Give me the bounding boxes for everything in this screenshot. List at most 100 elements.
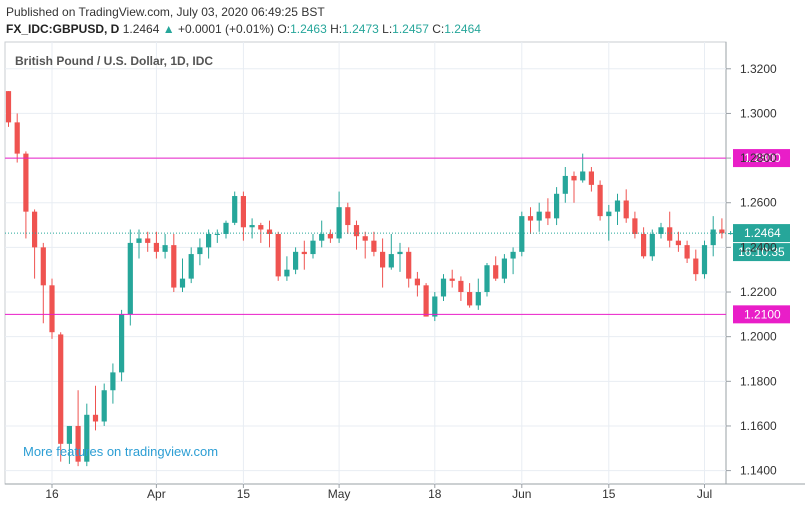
high-value: 1.2473 bbox=[342, 22, 379, 36]
time-tick-label: 18 bbox=[428, 487, 442, 501]
candle-body bbox=[23, 153, 29, 212]
candle bbox=[458, 276, 464, 301]
candle-body bbox=[223, 222, 229, 234]
candle bbox=[641, 227, 647, 259]
candle bbox=[484, 263, 490, 297]
candle-body bbox=[179, 278, 186, 288]
candle-body bbox=[710, 229, 716, 246]
candle bbox=[214, 229, 220, 243]
candle-body bbox=[614, 200, 621, 212]
candle-body bbox=[84, 414, 90, 462]
candle-body bbox=[562, 175, 568, 194]
candle bbox=[597, 180, 603, 221]
change-value: +0.0001 (+0.01%) bbox=[177, 22, 275, 36]
candle-body bbox=[440, 278, 447, 297]
candle-body bbox=[632, 218, 638, 234]
candle bbox=[423, 283, 429, 317]
candle bbox=[110, 363, 116, 404]
candle bbox=[179, 258, 186, 293]
candle bbox=[206, 229, 212, 259]
candle bbox=[32, 209, 38, 279]
candle-body bbox=[571, 175, 577, 181]
candle-body bbox=[171, 245, 177, 288]
candle-body bbox=[449, 278, 455, 281]
candle bbox=[501, 254, 507, 284]
candle bbox=[284, 256, 290, 281]
candle-body bbox=[75, 425, 81, 462]
candle-body bbox=[275, 233, 281, 277]
candle bbox=[293, 247, 299, 275]
time-tick-label: Jun bbox=[512, 487, 531, 501]
candle bbox=[58, 332, 64, 462]
candle bbox=[719, 218, 725, 239]
candle bbox=[432, 292, 438, 322]
time-tick-label: May bbox=[328, 487, 351, 501]
price-tick-label: 1.2000 bbox=[740, 330, 777, 344]
candle-body bbox=[284, 269, 290, 277]
candle-body bbox=[188, 254, 194, 279]
candle-body bbox=[501, 258, 507, 279]
candle bbox=[223, 220, 229, 239]
candle-body bbox=[319, 233, 325, 241]
candle-body bbox=[554, 193, 560, 219]
low-label: L: bbox=[382, 22, 393, 36]
candle-body bbox=[397, 251, 403, 255]
candle-body bbox=[641, 233, 647, 257]
candle bbox=[449, 269, 455, 288]
current-price-label: 1.2464 bbox=[744, 226, 781, 240]
candle-body bbox=[719, 229, 725, 234]
high-label: H: bbox=[330, 22, 343, 36]
candle-body bbox=[258, 225, 264, 230]
candle bbox=[145, 231, 151, 252]
candle-body bbox=[136, 238, 142, 243]
promo-link[interactable]: More features on tradingview.com bbox=[23, 444, 218, 459]
candle bbox=[136, 229, 142, 259]
candle bbox=[701, 240, 708, 279]
candle-body bbox=[214, 233, 220, 235]
candle-body bbox=[310, 240, 316, 255]
candle bbox=[467, 283, 473, 308]
candle bbox=[406, 247, 412, 288]
price-tick-label: 1.2400 bbox=[740, 240, 777, 254]
candle-body bbox=[597, 184, 603, 217]
candle-body bbox=[545, 211, 551, 219]
candle bbox=[728, 231, 734, 235]
time-tick-label: 15 bbox=[237, 487, 251, 501]
candle bbox=[84, 403, 90, 467]
candle bbox=[362, 231, 368, 259]
candle-body bbox=[293, 251, 299, 270]
close-label: C: bbox=[432, 22, 445, 36]
candle-body bbox=[119, 314, 125, 373]
candle-body bbox=[423, 285, 429, 317]
candle bbox=[562, 167, 568, 203]
candle-body bbox=[345, 207, 351, 226]
level-price-box bbox=[733, 305, 790, 324]
candle bbox=[649, 229, 655, 261]
levels: 1.2800 1.2100 1.2464 16:10:35 bbox=[5, 149, 790, 324]
chart-title: British Pound / U.S. Dollar, 1D, IDC bbox=[15, 54, 213, 68]
candle-body bbox=[728, 233, 734, 235]
candle-body bbox=[588, 171, 594, 185]
candle bbox=[171, 233, 177, 293]
candle-body bbox=[667, 227, 673, 241]
price-tick-label: 1.2800 bbox=[740, 151, 777, 165]
open-value: 1.2463 bbox=[290, 22, 327, 36]
open-label: O: bbox=[277, 22, 291, 36]
candle bbox=[232, 191, 238, 226]
current-price-box bbox=[733, 224, 790, 243]
candle bbox=[266, 220, 273, 248]
bar-countdown-box bbox=[733, 243, 790, 262]
candle bbox=[693, 249, 699, 281]
candle bbox=[571, 171, 577, 203]
candle bbox=[658, 222, 664, 239]
time-tick-label: 15 bbox=[602, 487, 616, 501]
candle bbox=[475, 278, 481, 310]
price-tick-label: 1.2200 bbox=[740, 285, 777, 299]
candle-body bbox=[206, 233, 212, 248]
candle-body bbox=[232, 196, 238, 223]
candle-body bbox=[414, 278, 420, 286]
candle-body bbox=[467, 292, 473, 306]
time-axis: 16 Apr 15 May 18 Jun 15 Jul bbox=[45, 484, 712, 501]
candle-body bbox=[266, 229, 273, 234]
